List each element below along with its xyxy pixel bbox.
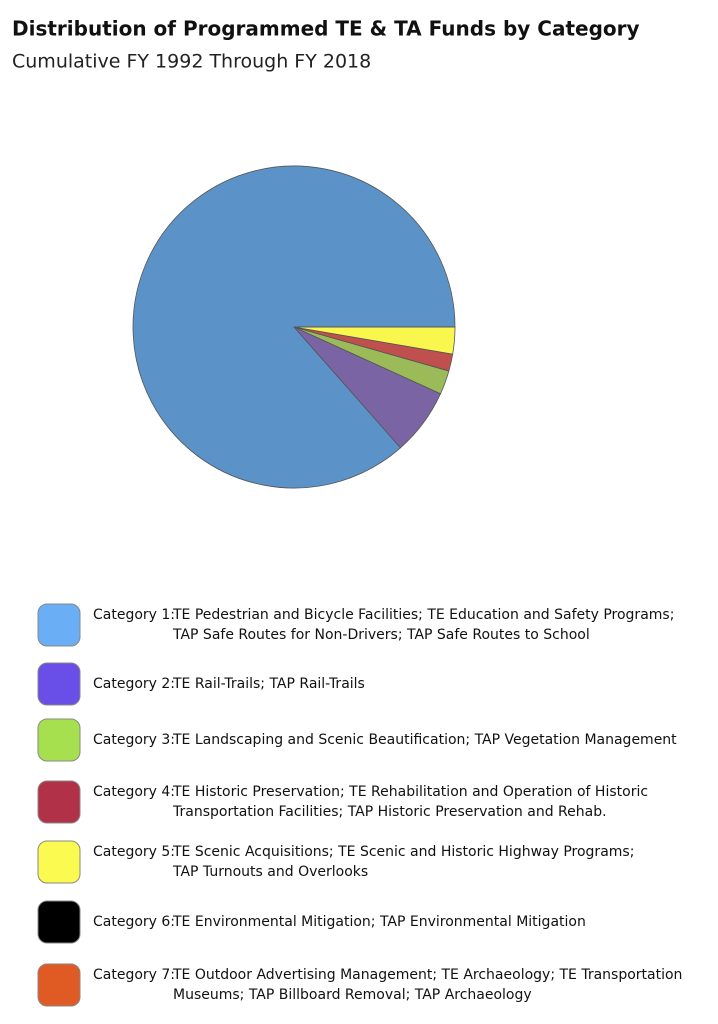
- legend-label: Category 4:: [93, 784, 175, 800]
- legend-description: TE Outdoor Advertising Management; TE Ar…: [172, 967, 682, 983]
- legend-swatch: [37, 718, 81, 762]
- legend-description: TE Environmental Mitigation; TAP Environ…: [172, 914, 586, 930]
- chart-subtitle: Cumulative FY 1992 Through FY 2018: [12, 51, 371, 73]
- legend-description: TE Pedestrian and Bicycle Facilities; TE…: [172, 607, 674, 623]
- legend-description: Transportation Facilities; TAP Historic …: [172, 804, 607, 820]
- legend-label: Category 7:: [93, 967, 175, 983]
- legend-description: TE Scenic Acquisitions; TE Scenic and Hi…: [172, 844, 634, 860]
- legend-label: Category 6:: [93, 914, 175, 930]
- legend-label: Category 5:: [93, 844, 175, 860]
- legend-swatch: [37, 900, 81, 944]
- legend-swatch: [37, 963, 81, 1007]
- legend-swatch: [37, 840, 81, 884]
- legend-description: TE Historic Preservation; TE Rehabilitat…: [172, 784, 648, 800]
- legend-swatch: [37, 662, 81, 706]
- legend-swatch: [37, 780, 81, 824]
- legend-label: Category 2:: [93, 676, 175, 692]
- legend-description: Museums; TAP Billboard Removal; TAP Arch…: [173, 987, 532, 1003]
- legend-description: TE Landscaping and Scenic Beautification…: [172, 732, 677, 748]
- legend-description: TE Rail-Trails; TAP Rail-Trails: [172, 676, 365, 692]
- chart-title: Distribution of Programmed TE & TA Funds…: [12, 17, 640, 41]
- legend-description: TAP Safe Routes for Non-Drivers; TAP Saf…: [172, 627, 590, 643]
- legend-swatch: [37, 603, 81, 647]
- legend-label: Category 3:: [93, 732, 175, 748]
- legend-description: TAP Turnouts and Overlooks: [172, 864, 368, 880]
- legend-label: Category 1:: [93, 607, 175, 623]
